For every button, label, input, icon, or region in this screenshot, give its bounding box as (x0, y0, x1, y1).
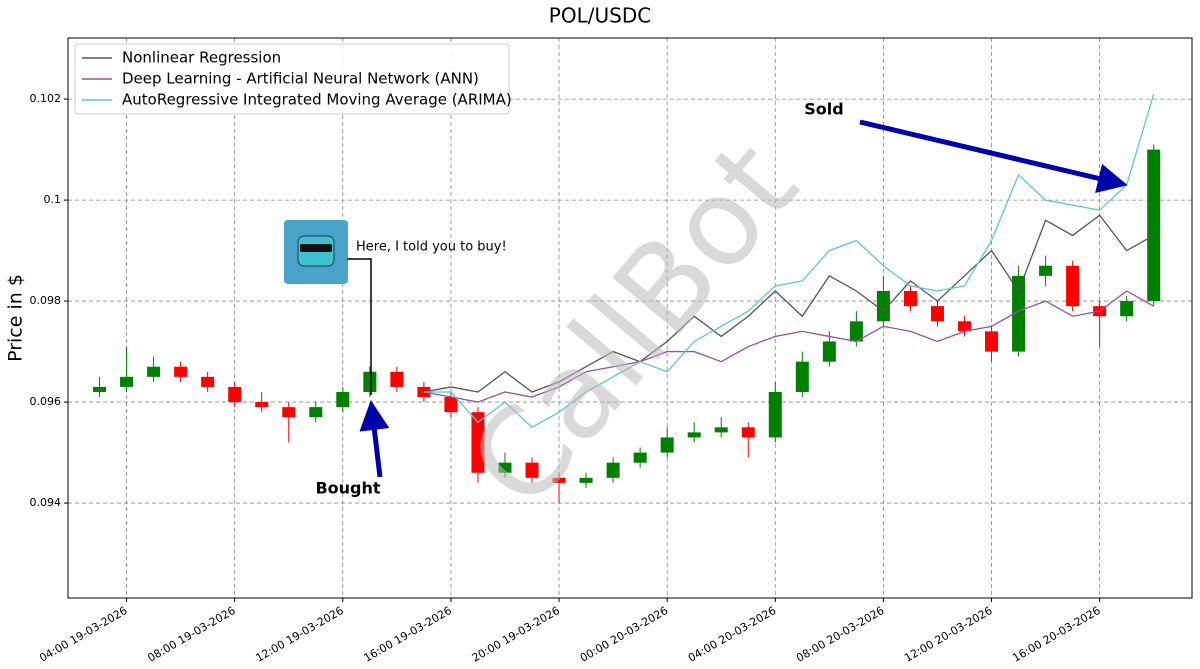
candle-body (525, 462, 539, 478)
candle-body (687, 432, 701, 438)
candle-body (741, 427, 755, 438)
candle-body (768, 391, 782, 438)
y-tick-label: 0.102 (30, 92, 62, 105)
candle-body (1147, 149, 1161, 302)
candle-body (1012, 275, 1026, 352)
x-tick-label: 16:00 20-03-2026 (1010, 604, 1102, 665)
candle-body (336, 391, 350, 408)
sold-arrow (859, 119, 1128, 193)
candle-body (606, 462, 620, 478)
candle-body (957, 321, 971, 332)
candle-body (849, 321, 863, 342)
x-tick-label: 16:00 19-03-2026 (362, 604, 454, 665)
candle-body (93, 386, 107, 392)
bot-glasses (300, 244, 332, 252)
candle-body (903, 290, 917, 307)
y-tick-label: 0.098 (30, 294, 62, 307)
series-line (423, 290, 1155, 403)
candle-body (579, 477, 593, 483)
legend-label: Nonlinear Regression (122, 49, 281, 67)
candle-body (363, 371, 377, 392)
candle-body (822, 341, 836, 362)
y-tick-label: 0.096 (30, 395, 62, 408)
y-tick-label: 0.1 (44, 193, 62, 206)
candle-body (1066, 265, 1080, 307)
candle-body (795, 361, 809, 392)
candle-body (930, 306, 944, 322)
candle-body (201, 376, 215, 387)
series-line (423, 93, 1155, 429)
candle-body (633, 452, 647, 463)
legend-box (74, 43, 510, 115)
plot-frame (67, 37, 1193, 599)
x-tick-label: 20:00 19-03-2026 (470, 604, 562, 665)
candle-body (174, 366, 188, 377)
candle-body (552, 477, 566, 483)
candle-body (390, 371, 404, 387)
candle-body (985, 331, 999, 352)
bought-arrow (359, 400, 390, 478)
x-tick-label: 12:00 20-03-2026 (902, 604, 994, 665)
candle-body (120, 376, 134, 387)
sold-label: Sold (804, 100, 843, 119)
candle-body (1120, 301, 1134, 317)
candle-body (309, 407, 323, 418)
callout-line (347, 258, 372, 395)
candle-body (714, 427, 728, 433)
chart-title: POL/USDC (549, 4, 651, 28)
x-tick-label: 08:00 19-03-2026 (145, 604, 237, 665)
x-tick-label: 04:00 19-03-2026 (37, 604, 129, 665)
x-tick-label: 12:00 19-03-2026 (253, 604, 345, 665)
x-tick-label: 00:00 20-03-2026 (578, 604, 670, 665)
y-axis-label: Price in $ (5, 274, 27, 362)
candle-body (1039, 265, 1053, 276)
candle-body (255, 402, 269, 408)
x-tick-label: 04:00 20-03-2026 (686, 604, 778, 665)
legend-label: Deep Learning - Artificial Neural Networ… (122, 70, 479, 88)
candle-body (147, 366, 161, 377)
candle-body (498, 462, 512, 473)
y-tick-label: 0.094 (30, 496, 62, 509)
candle-body (228, 386, 242, 403)
candle-body (660, 437, 674, 453)
candle-body (471, 412, 485, 473)
candle-body (282, 407, 296, 418)
watermark: CallBot (444, 117, 825, 533)
x-tick-label: 08:00 20-03-2026 (794, 604, 886, 665)
legend: Nonlinear Regression Deep Learning - Arti… (74, 43, 512, 115)
legend-label: AutoRegressive Integrated Moving Average… (122, 91, 512, 109)
candle-body (876, 290, 890, 322)
candle-body (444, 397, 458, 413)
bought-label: Bought (315, 479, 380, 498)
bot-message: Here, I told you to buy! (356, 240, 507, 255)
series-line (423, 214, 1155, 393)
bot-callout: Here, I told you to buy! (284, 220, 507, 395)
